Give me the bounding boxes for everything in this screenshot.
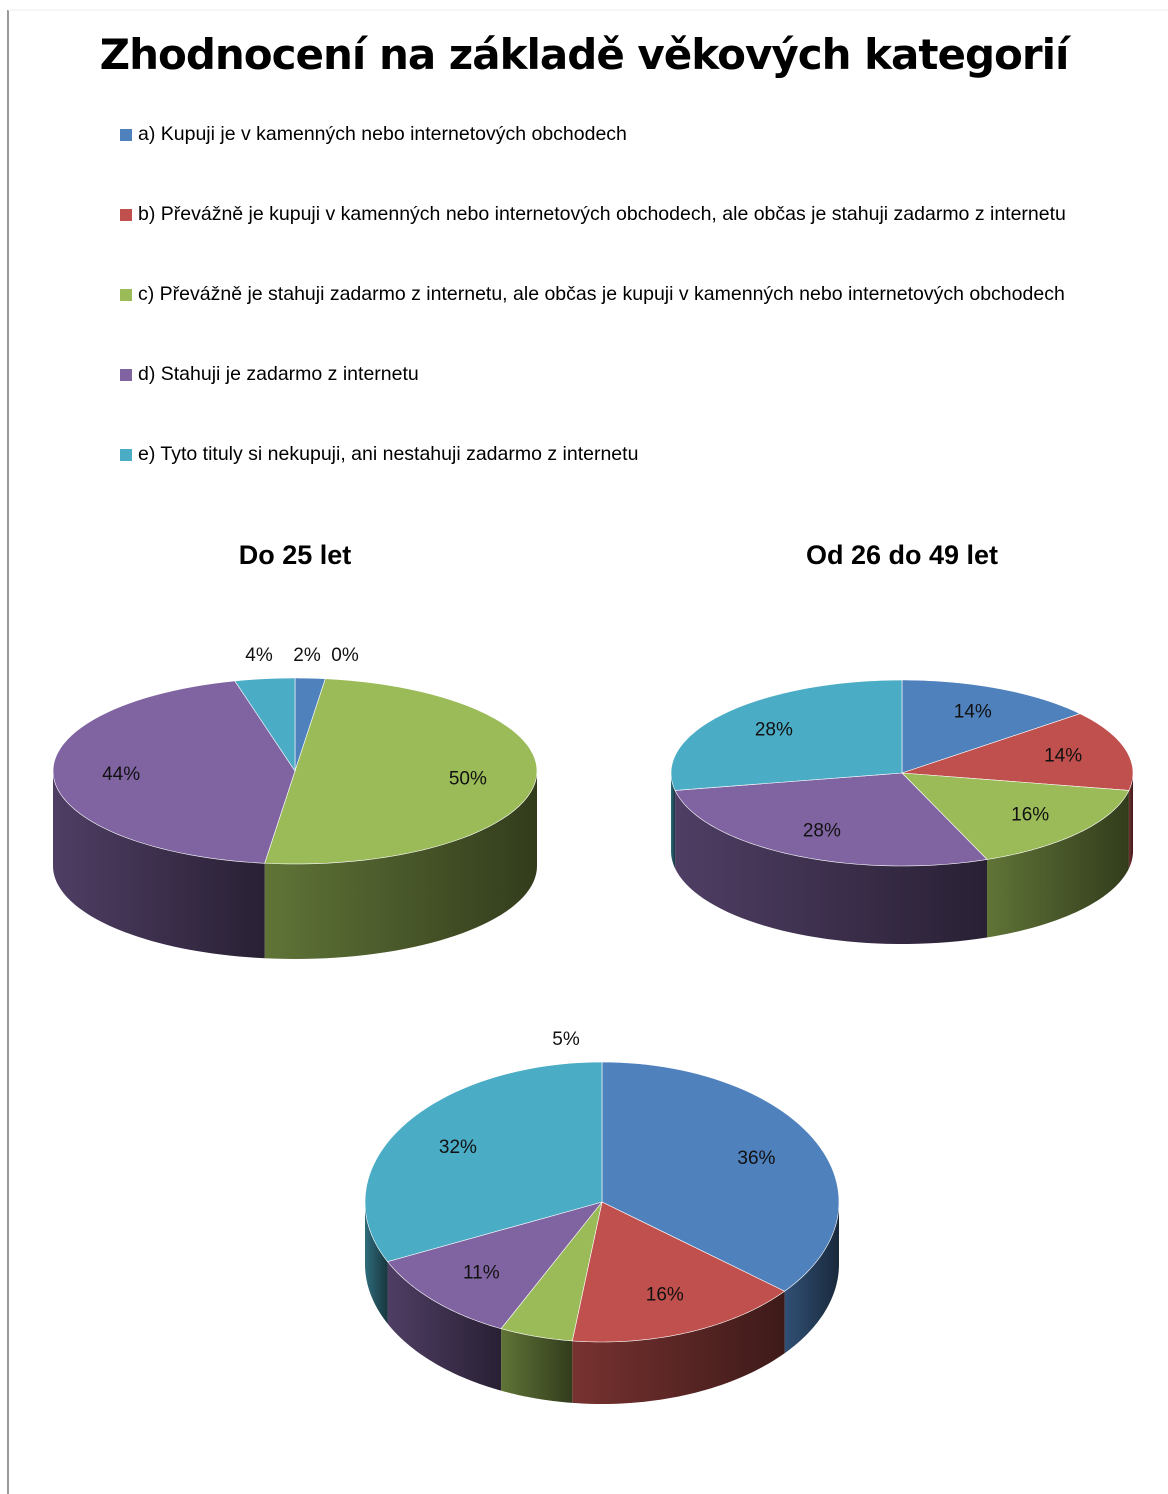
legend-item: b) Převážně je kupuji v kamenných nebo i… <box>120 200 1090 280</box>
legend-label: c) Převážně je stahuji zadarmo z interne… <box>138 283 1065 305</box>
slice <box>500 1201 603 1342</box>
data-label: 50% <box>449 768 487 789</box>
data-label: 28% <box>755 719 793 740</box>
slice-side <box>53 771 265 959</box>
data-label: 44% <box>102 764 140 785</box>
legend-swatch <box>120 209 132 221</box>
data-label: 0% <box>331 645 359 666</box>
legend: a) Kupuji je v kamenných nebo internetov… <box>120 120 1090 520</box>
slice-side <box>675 790 988 944</box>
data-label: 28% <box>803 821 841 842</box>
data-label: 11% <box>463 1262 500 1283</box>
chart-title: Od 26 do 49 let <box>806 540 998 570</box>
data-label: 16% <box>646 1285 684 1306</box>
legend-item: c) Převážně je stahuji zadarmo z interne… <box>120 280 1090 360</box>
slice-side <box>264 771 537 959</box>
legend-label: d) Stahuji je zadarmo z internetu <box>138 363 419 385</box>
slice <box>364 1061 603 1262</box>
data-label: 14% <box>954 701 992 722</box>
data-label: 16% <box>1011 805 1049 826</box>
slice <box>901 772 1130 860</box>
slice <box>601 1061 840 1292</box>
slice-side <box>501 1328 573 1403</box>
slice <box>571 1201 786 1343</box>
data-label: 2% <box>293 645 321 666</box>
legend-swatch <box>120 129 132 141</box>
legend-item: d) Stahuji je zadarmo z internetu <box>120 360 1090 440</box>
legend-swatch <box>120 369 132 381</box>
legend-label: e) Tyto tituly si nekupuji, ani nestahuj… <box>138 443 639 465</box>
data-label: 36% <box>737 1148 775 1169</box>
slice <box>670 679 903 791</box>
slice-side <box>671 773 676 869</box>
page-title: Zhodnocení na základě věkových kategorií <box>99 30 1070 79</box>
data-label: 4% <box>245 645 273 666</box>
slice <box>52 680 296 864</box>
chart-title: Do 25 let <box>239 540 352 570</box>
data-label: 14% <box>1044 745 1082 766</box>
legend-label: b) Převážně je kupuji v kamenných nebo i… <box>138 203 1066 225</box>
slice-side <box>987 790 1129 938</box>
data-label: 5% <box>552 1029 580 1050</box>
legend-swatch <box>120 449 132 461</box>
legend-item: a) Kupuji je v kamenných nebo internetov… <box>120 120 1090 200</box>
data-label: 32% <box>439 1137 477 1158</box>
slice <box>901 679 1081 774</box>
slice-side <box>1128 773 1133 869</box>
legend-swatch <box>120 289 132 301</box>
slice-side <box>387 1261 502 1391</box>
slice <box>387 1201 603 1330</box>
legend-item: e) Tyto tituly si nekupuji, ani nestahuj… <box>120 440 1090 520</box>
slice <box>674 772 988 867</box>
slice-side <box>784 1202 839 1354</box>
slice <box>264 678 538 865</box>
legend-label: a) Kupuji je v kamenných nebo internetov… <box>138 123 627 145</box>
slice <box>901 713 1134 791</box>
slice <box>234 677 296 772</box>
